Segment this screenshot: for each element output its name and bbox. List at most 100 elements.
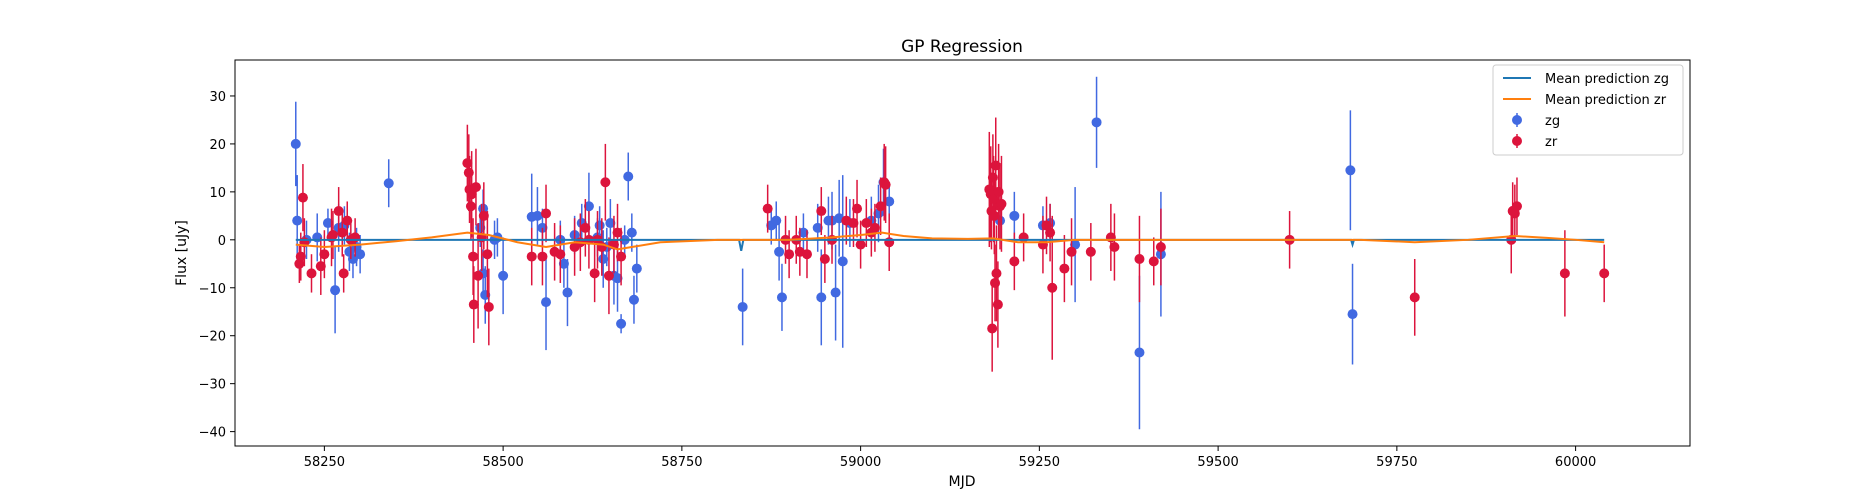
data-point-zr [816, 206, 827, 217]
data-point-zg [598, 253, 609, 264]
data-point-zr [473, 270, 484, 281]
data-point-zr [801, 249, 812, 260]
data-point-zg [562, 287, 573, 298]
data-point-zg [631, 263, 642, 274]
data-point-zg [558, 258, 569, 269]
data-point-zg [774, 246, 785, 257]
series-zr [294, 117, 1610, 372]
legend-label: Mean prediction zr [1545, 93, 1667, 108]
data-point-zr [462, 158, 473, 169]
data-point-zr [350, 232, 361, 243]
x-tick-label: 58250 [304, 455, 345, 470]
data-point-zr [880, 179, 891, 190]
y-tick-label: −20 [199, 330, 226, 345]
legend-marker-swatch [1512, 115, 1522, 125]
data-point-zg [1009, 210, 1020, 221]
data-point-zr [987, 172, 998, 183]
data-point-zg [812, 222, 823, 233]
data-point-zr [612, 227, 623, 238]
data-point-zr [1559, 268, 1570, 279]
data-point-zr [616, 251, 627, 262]
data-point-zg [737, 301, 748, 312]
data-point-zr [1009, 256, 1020, 267]
data-point-zr [990, 277, 1001, 288]
data-point-zr [465, 201, 476, 212]
data-point-zr [1018, 232, 1029, 243]
data-point-zr [869, 222, 880, 233]
x-tick-label: 59250 [1019, 455, 1060, 470]
legend-label: zg [1545, 114, 1560, 129]
data-point-zg [623, 171, 634, 182]
data-point-zr [884, 237, 895, 248]
data-point-zr [342, 215, 353, 226]
data-point-zg [1134, 347, 1145, 358]
x-axis-label: MJD [949, 474, 976, 490]
data-point-zr [1105, 232, 1116, 243]
data-point-zg [1347, 309, 1358, 320]
data-point-zr [478, 210, 489, 221]
data-point-zg [612, 273, 623, 284]
data-point-zg [616, 318, 627, 329]
axis-ticks: 58250 58500 58750 59000 59250 59500 59750 60000… [199, 90, 1597, 470]
data-point-zr [990, 160, 1001, 171]
y-tick-label: 20 [209, 138, 226, 153]
data-point-zg [605, 218, 616, 229]
data-point-zr [784, 249, 795, 260]
x-tick-label: 59500 [1197, 455, 1238, 470]
data-point-zr [1409, 292, 1420, 303]
data-point-zg [816, 292, 827, 303]
legend-label: Mean prediction zg [1545, 72, 1669, 87]
data-point-zr [988, 194, 999, 205]
data-point-zr [463, 167, 474, 178]
data-point-zr [470, 182, 481, 193]
data-point-zg [383, 178, 394, 189]
plot-area [290, 76, 1610, 430]
data-point-zr [992, 299, 1003, 310]
x-tick-label: 58750 [661, 455, 702, 470]
chart-title: GP Regression [901, 37, 1023, 57]
data-point-zr [989, 210, 1000, 221]
data-point-zr [1059, 263, 1070, 274]
data-point-zr [580, 222, 591, 233]
y-axis-label: Flux [uJy] [174, 220, 190, 286]
legend-label: zr [1545, 135, 1558, 150]
data-point-zr [875, 201, 886, 212]
data-point-zr [848, 218, 859, 229]
data-point-zg [837, 256, 848, 267]
data-point-zg [798, 227, 809, 238]
data-point-zr [819, 253, 830, 264]
data-point-zr [1134, 253, 1145, 264]
data-point-zg [771, 215, 782, 226]
data-point-zr [1047, 282, 1058, 293]
data-point-zr [537, 251, 548, 262]
data-point-zr [1511, 201, 1522, 212]
data-point-zr [762, 203, 773, 214]
data-point-zr [1045, 227, 1056, 238]
data-point-zg [583, 201, 594, 212]
data-point-zr [996, 198, 1007, 209]
data-point-zr [987, 323, 998, 334]
legend-marker-swatch [1512, 136, 1522, 146]
data-point-zr [993, 186, 1004, 197]
data-point-zr [1155, 242, 1166, 253]
data-point-zr [526, 251, 537, 262]
data-point-zr [333, 206, 344, 217]
y-tick-label: −30 [199, 378, 226, 393]
data-point-zr [297, 192, 308, 203]
axes-frame [234, 59, 1691, 447]
data-point-zr [991, 268, 1002, 279]
y-tick-label: 10 [209, 186, 226, 201]
data-point-zg [355, 249, 366, 260]
data-point-zg [1345, 165, 1356, 176]
data-point-zr [1109, 242, 1120, 253]
legend: Mean prediction zg Mean prediction zr zg zr [1492, 64, 1684, 156]
data-point-zr [306, 268, 317, 279]
data-point-zr [603, 270, 614, 281]
data-point-zr [337, 227, 348, 238]
x-tick-label: 59750 [1376, 455, 1417, 470]
data-point-zg [541, 297, 552, 308]
data-point-zg [290, 138, 301, 149]
data-point-zg [884, 196, 895, 207]
data-point-zr [555, 249, 566, 260]
